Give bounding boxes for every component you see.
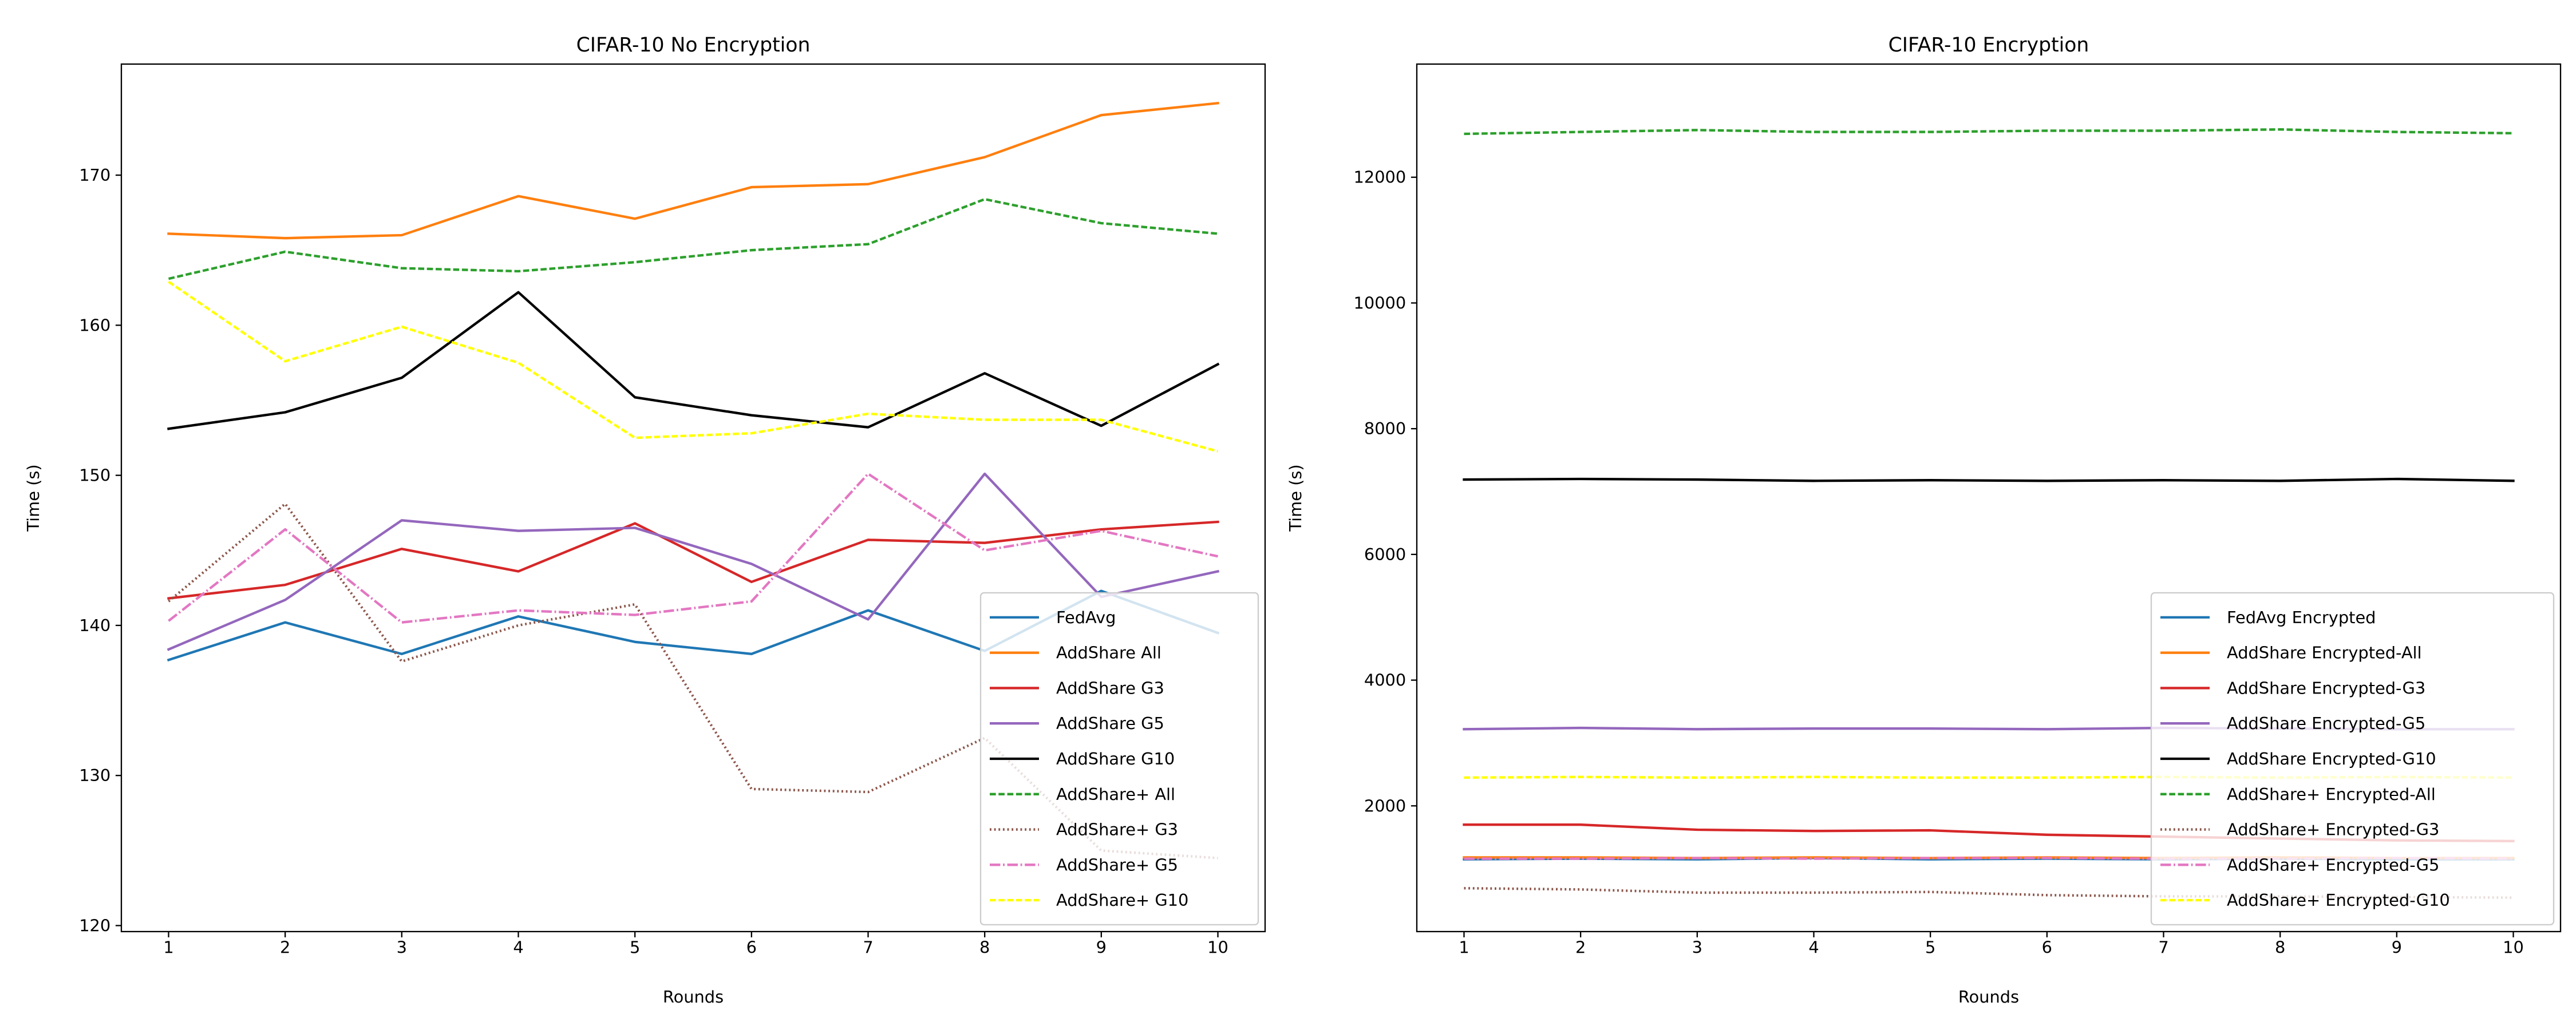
x-tick-label: 8 bbox=[2275, 938, 2285, 957]
x-tick-label: 9 bbox=[1096, 938, 1107, 957]
series-line-addshare-g5 bbox=[167, 472, 1220, 651]
chart-panel-1: 1 2 3 4 5 6 7 8 9 10 120 130 140 150 160 170 CIFAR-10 No… bbox=[23, 34, 1266, 1007]
legend-label: AddShare+ G10 bbox=[1056, 890, 1188, 910]
x-tick-label: 4 bbox=[1808, 938, 1819, 957]
y-tick-label: 4000 bbox=[1364, 671, 1406, 690]
x-axis-label: Rounds bbox=[663, 987, 724, 1007]
y-tick-label: 130 bbox=[79, 766, 110, 785]
x-tick-label: 8 bbox=[979, 938, 990, 957]
x-tick-label: 3 bbox=[1692, 938, 1702, 957]
x-tick-label: 9 bbox=[2392, 938, 2402, 957]
legend: FedAvg Encrypted AddShare Encrypted-All Ad… bbox=[2150, 592, 2555, 926]
legend-label: AddShare+ G3 bbox=[1056, 820, 1178, 839]
series-line-addshare-plus-g10 bbox=[168, 280, 1219, 453]
y-tick-label: 6000 bbox=[1364, 545, 1406, 564]
y-axis-label: Time (s) bbox=[23, 464, 43, 532]
legend-label: AddShare+ All bbox=[1056, 785, 1175, 804]
x-tick-label: 3 bbox=[397, 938, 407, 957]
x-tick-label: 10 bbox=[2503, 938, 2524, 957]
x-axis-label: Rounds bbox=[1958, 987, 2019, 1007]
legend-label: AddShare G5 bbox=[1056, 714, 1164, 733]
axes-frame bbox=[120, 63, 1266, 933]
y-tick-label: 140 bbox=[79, 616, 110, 635]
chart-title: CIFAR-10 Encryption bbox=[1888, 34, 2089, 57]
legend-label: AddShare+ Encrypted-G10 bbox=[2227, 890, 2450, 910]
legend-box bbox=[979, 592, 1259, 926]
x-tick-label: 10 bbox=[1207, 938, 1228, 957]
x-tick-label: 7 bbox=[863, 938, 873, 957]
chart-title: CIFAR-10 No Encryption bbox=[576, 34, 811, 57]
x-tick-label: 2 bbox=[1575, 938, 1586, 957]
series-line-addshare-plus-g5 bbox=[168, 472, 1218, 624]
x-tick-label: 5 bbox=[1925, 938, 1935, 957]
legend-label: AddShare+ Encrypted-All bbox=[2227, 785, 2436, 804]
legend-label: AddShare Encrypted-All bbox=[2227, 643, 2422, 663]
y-tick-label: 170 bbox=[79, 165, 110, 185]
x-tick-label: 1 bbox=[1459, 938, 1469, 957]
x-tick-label: 6 bbox=[2042, 938, 2052, 957]
legend-label: AddShare+ G5 bbox=[1056, 855, 1178, 874]
legend-label: AddShare G3 bbox=[1056, 678, 1164, 698]
y-tick-label: 150 bbox=[79, 466, 110, 485]
legend-label: AddShare Encrypted-G10 bbox=[2227, 749, 2436, 768]
series-line-addshare-plus-all bbox=[168, 197, 1218, 280]
legend-box bbox=[2150, 592, 2555, 926]
legend-label: AddShare All bbox=[1056, 643, 1161, 663]
x-tick-label: 5 bbox=[630, 938, 640, 957]
y-tick-label: 12000 bbox=[1354, 168, 1406, 187]
legend-label: AddShare+ Encrypted-G5 bbox=[2227, 855, 2439, 874]
series-line-addshare-all bbox=[167, 101, 1219, 240]
x-tick-label: 4 bbox=[513, 938, 523, 957]
series-line-addshare-plus-g3 bbox=[168, 502, 1218, 859]
legend-label: AddShare G10 bbox=[1056, 749, 1175, 768]
legend-label: AddShare Encrypted-G5 bbox=[2227, 714, 2425, 733]
axes-frame bbox=[1416, 63, 2562, 933]
legend-label: AddShare+ Encrypted-G3 bbox=[2227, 820, 2439, 839]
y-tick-label: 160 bbox=[79, 315, 110, 335]
series-group bbox=[167, 101, 1220, 859]
chart-panel-2: 1 2 3 4 5 6 7 8 9 10 2000 4000 6000 8000 10000 12000 CIF… bbox=[1286, 34, 2562, 1007]
legend-label: FedAvg Encrypted bbox=[2227, 608, 2376, 627]
series-line-addshare-encrypted-g10 bbox=[1463, 477, 2515, 482]
y-tick-label: 2000 bbox=[1364, 796, 1406, 815]
y-tick-label: 120 bbox=[79, 916, 110, 936]
legend-label: AddShare Encrypted-G3 bbox=[2227, 678, 2425, 698]
y-tick-label: 10000 bbox=[1354, 293, 1406, 312]
x-tick-label: 2 bbox=[280, 938, 290, 957]
x-tick-label: 6 bbox=[746, 938, 757, 957]
x-tick-label: 7 bbox=[2158, 938, 2168, 957]
x-tick-label: 1 bbox=[163, 938, 173, 957]
y-tick-label: 8000 bbox=[1364, 419, 1406, 438]
legend-label: FedAvg bbox=[1056, 608, 1116, 627]
legend: FedAvg AddShare All AddShare G3 AddShare G5… bbox=[979, 592, 1259, 926]
y-axis-label: Time (s) bbox=[1286, 464, 1305, 532]
series-line-addshare-g10 bbox=[167, 291, 1220, 430]
